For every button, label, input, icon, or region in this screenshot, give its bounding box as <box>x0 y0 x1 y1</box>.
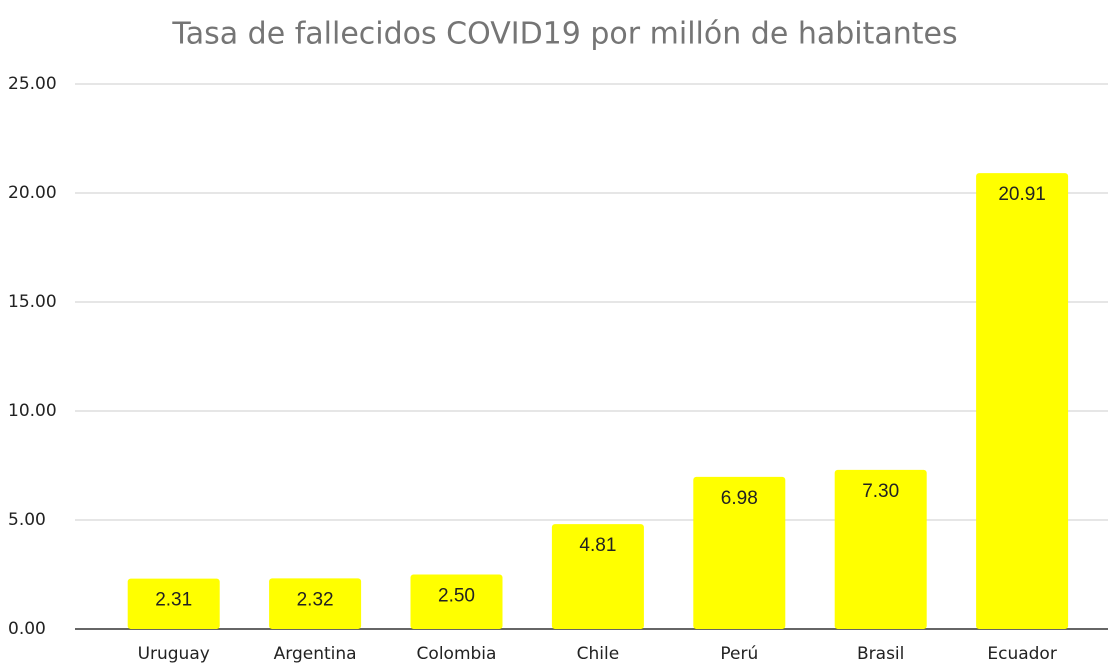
bar <box>269 578 362 629</box>
y-tick-label: 0.00 <box>8 619 46 639</box>
y-tick-label: 25.00 <box>8 74 57 94</box>
bar <box>693 476 786 629</box>
value-label: 6.98 <box>721 488 758 509</box>
value-label: 7.30 <box>862 481 899 502</box>
x-tick-label: Argentina <box>274 644 357 664</box>
bar <box>410 574 503 629</box>
value-label: 2.32 <box>297 589 334 610</box>
value-label: 2.50 <box>438 586 475 607</box>
chart-title: Tasa de fallecidos COVID19 por millón de… <box>171 17 957 52</box>
value-label: 20.91 <box>998 184 1046 205</box>
y-tick-label: 10.00 <box>8 401 57 421</box>
x-tick-label: Uruguay <box>138 644 210 664</box>
value-label: 2.31 <box>155 590 192 611</box>
bar <box>834 469 927 629</box>
value-label: 4.81 <box>579 535 616 556</box>
x-tick-label: Colombia <box>417 644 497 664</box>
x-tick-label: Chile <box>577 644 620 664</box>
y-tick-label: 5.00 <box>8 510 46 530</box>
bar <box>976 173 1069 630</box>
x-tick-label: Ecuador <box>987 644 1056 664</box>
bar <box>127 578 220 629</box>
bar <box>551 524 644 629</box>
x-tick-label: Perú <box>720 644 758 664</box>
x-tick-label: Brasil <box>857 644 904 664</box>
y-tick-label: 15.00 <box>8 292 57 312</box>
y-tick-label: 20.00 <box>8 183 57 203</box>
